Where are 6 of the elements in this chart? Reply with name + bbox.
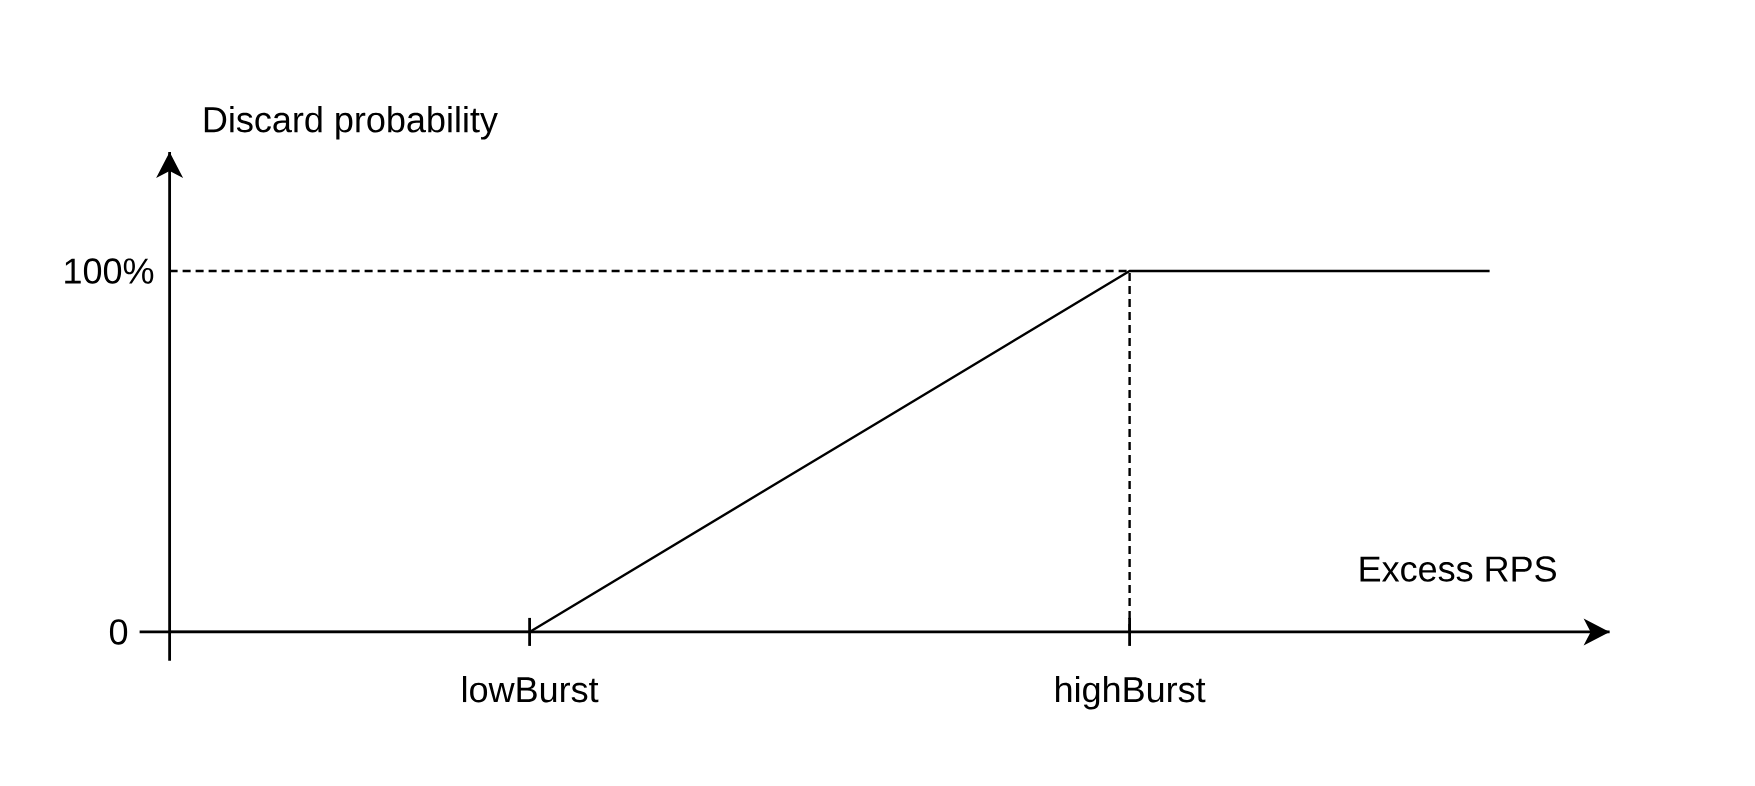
y-tick-label: 100% — [65, 258, 154, 284]
x-tick-label: lowBurst — [463, 675, 599, 703]
x-tick-label: highBurst — [1056, 675, 1206, 710]
y-axis-title: Discard probability — [204, 106, 498, 140]
y-tick-label: 0 — [109, 619, 128, 645]
x-axis-title: Excess RPS — [1360, 556, 1556, 582]
